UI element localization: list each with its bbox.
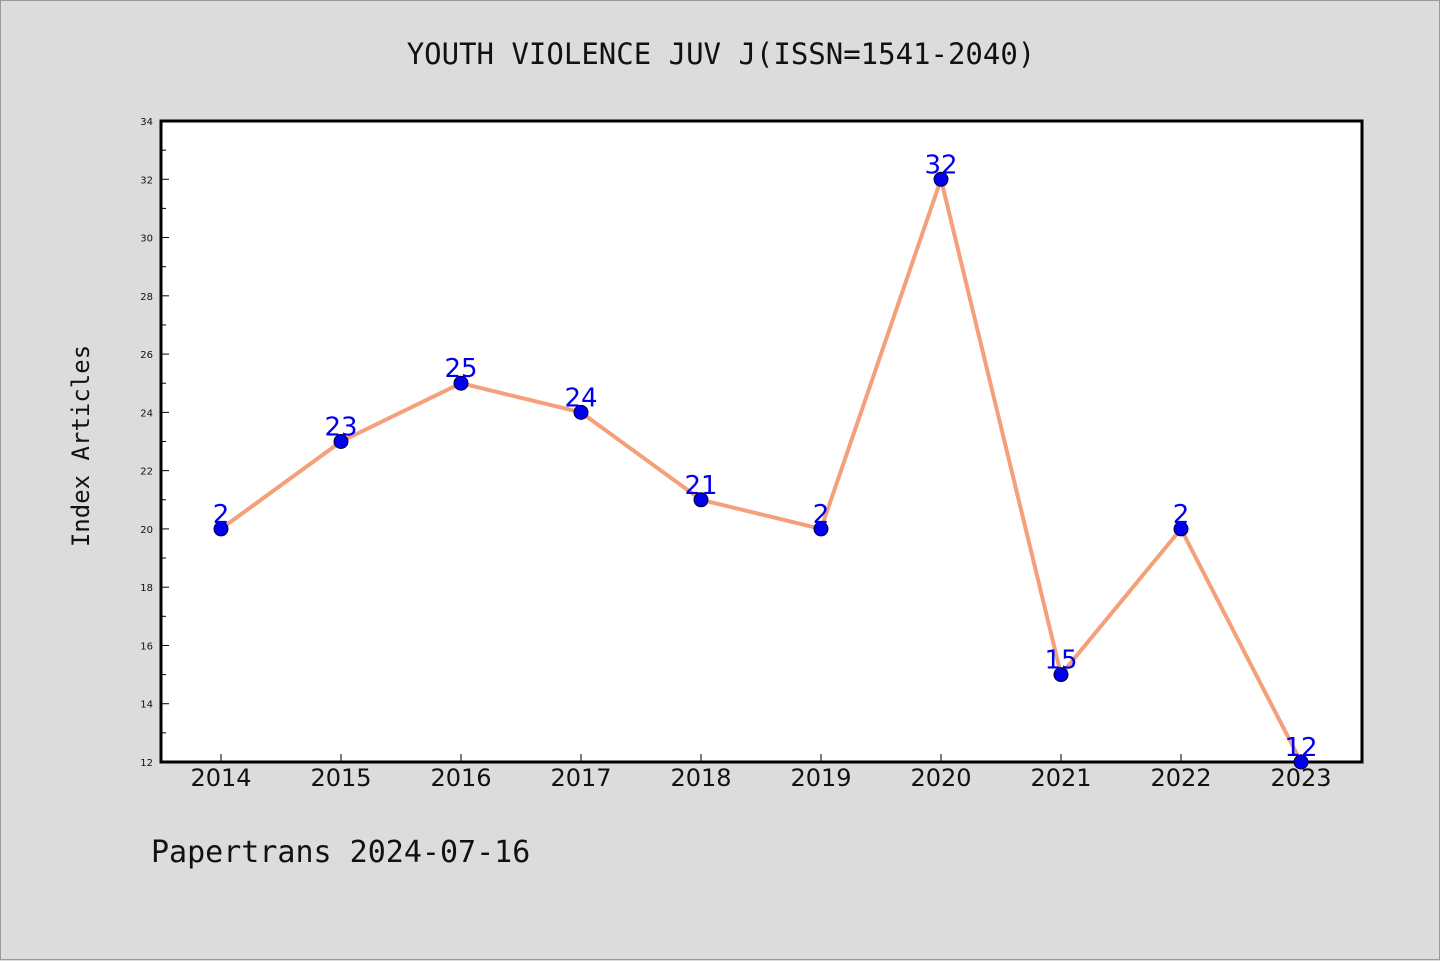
y-tick-label: 12: [140, 758, 153, 769]
data-point: [1173, 521, 1189, 537]
data-label: 2: [213, 500, 230, 530]
data-point: [213, 521, 229, 537]
data-point: [813, 521, 829, 537]
y-tick-label: 14: [140, 700, 153, 711]
series-line: [219, 177, 1303, 764]
y-tick-label: 16: [140, 641, 153, 652]
data-point: [1293, 754, 1309, 770]
data-label: 2: [813, 500, 830, 530]
chart-title: YOUTH VIOLENCE JUV J(ISSN=1541-2040): [406, 37, 1036, 71]
x-tick-label: 2022: [1150, 764, 1211, 792]
data-point: [573, 404, 589, 420]
data-point: [693, 492, 709, 508]
y-tick-label: 20: [140, 525, 153, 536]
y-tick-label: 32: [140, 175, 153, 186]
footer-note: Papertrans 2024-07-16: [151, 835, 531, 870]
data-label: 24: [564, 383, 597, 413]
y-tick-label: 34: [140, 117, 153, 128]
x-tick-label: 2018: [670, 764, 731, 792]
y-tick-label: 22: [140, 467, 153, 478]
data-point: [453, 375, 469, 391]
data-label: 21: [684, 471, 717, 501]
data-point: [333, 434, 349, 449]
y-axis: 12 14 16 18 20 22 24 26 28 30 32 34: [140, 117, 169, 769]
y-tick-label: 28: [140, 292, 153, 303]
plot-area: [159, 119, 1364, 764]
data-label: 32: [924, 150, 957, 180]
y-tick-label: 26: [140, 350, 153, 361]
x-tick-label: 2020: [910, 764, 971, 792]
data-label: 15: [1044, 646, 1077, 676]
x-tick-label: 2016: [430, 764, 491, 792]
marker-group: [213, 171, 1309, 770]
x-tick-label: 2021: [1030, 764, 1091, 792]
y-tick-label: 18: [140, 583, 153, 594]
y-tick-label: 30: [140, 234, 153, 245]
x-tick-label: 2017: [550, 764, 611, 792]
data-point: [933, 171, 949, 187]
data-label: 12: [1284, 733, 1317, 763]
data-label: 23: [324, 413, 357, 443]
x-tick-label: 2019: [790, 764, 851, 792]
x-tick-label: 2014: [190, 764, 251, 792]
x-tick-label: 2015: [310, 764, 371, 792]
data-point: [1053, 667, 1069, 683]
data-label: 2: [1173, 500, 1190, 530]
data-label: 25: [444, 354, 477, 384]
series-line-group: [219, 177, 1303, 764]
y-tick-label: 24: [140, 408, 153, 419]
